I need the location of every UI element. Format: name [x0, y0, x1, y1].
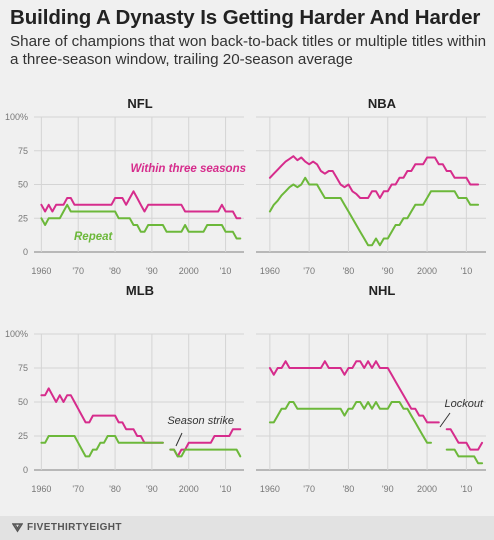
small-multiples-chart: NFL 0 25 50 75 100% 1960 '70 '80 '90 2000 '10 Within…	[5, 96, 486, 494]
mlb-series-line-repeat	[40, 435, 164, 458]
brand-label: FIVETHIRTYEIGHT	[27, 522, 122, 533]
nfl-y-tick-label: 100%	[5, 112, 28, 122]
nfl-y-tick-label: 0	[23, 247, 28, 257]
mlb-y-tick-label: 50	[18, 397, 28, 407]
nfl-y-tick-label: 75	[18, 146, 28, 156]
page-title: Building A Dynasty Is Getting Harder And…	[10, 6, 481, 29]
mlb-series-line-within-three-seasons	[169, 428, 242, 458]
nfl-panel-title: NFL	[127, 96, 152, 111]
nhl-panel: NHL 1960 '70 '80 '90 2000 '10 Lockout	[256, 283, 486, 494]
nba-x-tick-label: '10	[460, 266, 472, 276]
nhl-x-tick-label: 1960	[260, 484, 280, 494]
nhl-lockout-label: Lockout	[444, 398, 483, 410]
mlb-y-tick-label: 25	[18, 431, 28, 441]
mlb-y-tick-label: 75	[18, 363, 28, 373]
nba-x-tick-label: '80	[343, 266, 355, 276]
nfl-x-tick-label: '10	[220, 266, 232, 276]
nfl-repeat-label: Repeat	[74, 231, 114, 243]
mlb-x-tick-label: 1960	[31, 484, 51, 494]
nba-series-line-within-three-seasons	[268, 155, 480, 199]
nfl-y-tick-label: 25	[18, 213, 28, 223]
mlb-y-tick-label: 100%	[5, 329, 28, 339]
nhl-x-tick-label: '80	[343, 484, 355, 494]
mlb-panel: MLB 0 25 50 75 100% 1960 '70 '80 '90 2000 '10 Season…	[5, 283, 244, 494]
mlb-y-tick-label: 0	[23, 465, 28, 475]
nhl-series-line-repeat	[268, 401, 432, 444]
mlb-series-line-within-three-seasons	[40, 387, 164, 444]
mlb-season-strike-pointer	[175, 432, 183, 447]
page-subtitle: Share of champions that won back-to-back…	[10, 33, 487, 68]
nhl-x-tick-label: '90	[382, 484, 394, 494]
nfl-x-tick-label: '70	[72, 266, 84, 276]
nhl-x-tick-label: '70	[303, 484, 315, 494]
nhl-series-line-repeat	[445, 448, 484, 465]
mlb-x-tick-label: '10	[220, 484, 232, 494]
fivethirtyeight-logo-icon	[12, 523, 23, 533]
nfl-x-tick-label: 1960	[31, 266, 51, 276]
nba-x-tick-label: '90	[382, 266, 394, 276]
footer-bar: FIVETHIRTYEIGHT	[0, 516, 494, 540]
nfl-x-tick-label: '90	[146, 266, 158, 276]
nhl-series-line-within-three-seasons	[445, 428, 484, 451]
nfl-series-line-within-three-seasons	[40, 190, 242, 220]
nba-series-line-repeat	[268, 176, 480, 247]
nba-x-tick-label: 1960	[260, 266, 280, 276]
nhl-panel-title: NHL	[369, 283, 396, 298]
nhl-series-line-within-three-seasons	[268, 360, 440, 424]
mlb-x-tick-label: '70	[72, 484, 84, 494]
nhl-x-tick-label: 2000	[417, 484, 437, 494]
nba-x-tick-label: 2000	[417, 266, 437, 276]
mlb-x-tick-label: '90	[146, 484, 158, 494]
nfl-x-tick-label: 2000	[179, 266, 199, 276]
nhl-lockout-pointer	[439, 412, 451, 428]
nfl-y-tick-label: 50	[18, 180, 28, 190]
nfl-series-line-repeat	[40, 203, 242, 240]
mlb-panel-title: MLB	[126, 283, 154, 298]
nba-panel-title: NBA	[368, 96, 397, 111]
nfl-panel: NFL 0 25 50 75 100% 1960 '70 '80 '90 2000 '10 Within…	[5, 96, 246, 276]
nfl-x-tick-label: '80	[109, 266, 121, 276]
mlb-season-strike-label: Season strike	[167, 415, 234, 427]
nba-panel: NBA 1960 '70 '80 '90 2000 '10	[256, 96, 486, 276]
nba-x-tick-label: '70	[303, 266, 315, 276]
nhl-x-tick-label: '10	[460, 484, 472, 494]
mlb-series-line-repeat	[169, 448, 242, 458]
mlb-x-tick-label: '80	[109, 484, 121, 494]
nfl-within-three-seasons-label: Within three seasons	[130, 163, 246, 175]
mlb-x-tick-label: 2000	[179, 484, 199, 494]
